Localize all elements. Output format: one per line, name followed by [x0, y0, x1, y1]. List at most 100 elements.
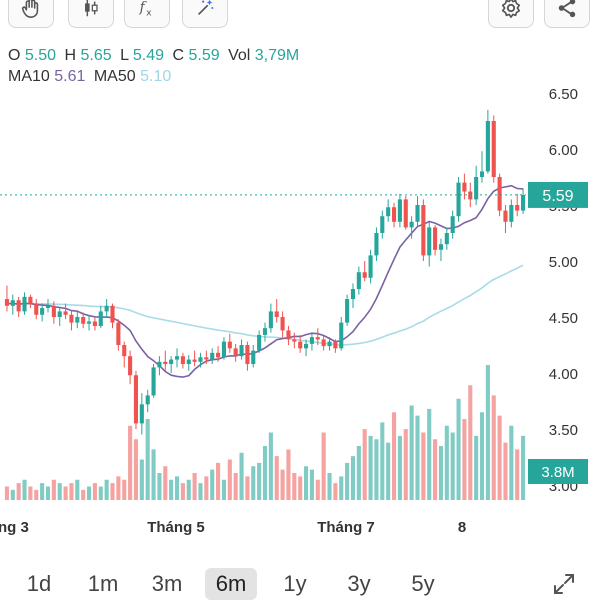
price-tick-label: 6.00	[549, 142, 578, 159]
volume-bar	[262, 446, 268, 500]
drawing-tools-button[interactable]	[182, 0, 228, 28]
volume-bar	[427, 408, 432, 500]
volume-bar	[104, 479, 109, 500]
share-icon	[558, 0, 576, 18]
volume-bar	[128, 425, 133, 500]
volume-bar	[280, 469, 285, 500]
volume-bar	[468, 385, 473, 500]
period-3y[interactable]: 3y	[347, 571, 371, 596]
open-value: 5.50	[24, 47, 57, 64]
volume-bar	[380, 422, 385, 500]
candle-body	[51, 305, 56, 317]
candle-body	[444, 233, 449, 245]
volume-bar	[298, 476, 303, 500]
candle-body	[204, 357, 209, 360]
candle-body	[386, 207, 391, 217]
candle-body	[28, 296, 33, 304]
share-button[interactable]	[544, 0, 590, 28]
low-label: L	[120, 47, 129, 64]
candle-body	[298, 341, 303, 349]
candle-body	[491, 121, 496, 177]
candle-body	[409, 221, 414, 228]
time-axis-label: Tháng 7	[317, 519, 375, 536]
volume-bar	[221, 479, 226, 500]
volume-bar	[409, 405, 414, 500]
volume-bar	[145, 419, 150, 500]
volume-bar	[174, 476, 180, 500]
volume-bar	[28, 486, 33, 500]
candle-body	[362, 272, 367, 278]
volume-bar	[122, 479, 127, 500]
candle-body	[186, 359, 191, 365]
candle-body	[245, 345, 250, 365]
current-volume-box	[528, 459, 588, 484]
candle-body	[321, 339, 326, 347]
volume-bar	[139, 459, 144, 500]
volume-bar	[450, 432, 455, 500]
candle-body	[333, 341, 338, 349]
volume-bar	[34, 489, 39, 500]
candle-body	[57, 311, 62, 317]
candle-body	[438, 244, 444, 250]
volume-bar	[456, 398, 461, 500]
expand-icon[interactable]	[552, 572, 576, 596]
period-1m[interactable]: 1m	[87, 571, 119, 596]
volume-bar	[391, 412, 397, 500]
candle-body	[180, 356, 185, 365]
candle-body	[391, 207, 397, 222]
volume-bar	[257, 462, 262, 500]
volume-bar	[438, 446, 444, 500]
candle-body	[468, 191, 473, 200]
price-chart[interactable]: 6.506.005.505.004.504.003.503.005.593.8M…	[0, 0, 600, 560]
period-5y[interactable]: 5y	[411, 571, 435, 596]
ma50-label: MA50	[93, 68, 136, 85]
candle-body	[221, 341, 226, 358]
volume-bar	[116, 476, 121, 500]
volume-bar	[345, 462, 350, 500]
candle-body	[4, 299, 9, 306]
candle-body	[98, 311, 103, 326]
volume-bar	[192, 473, 197, 500]
candle-body	[309, 337, 314, 344]
period-6m[interactable]: 6m	[205, 568, 257, 600]
hand-icon	[21, 0, 39, 18]
volume-bar	[286, 449, 291, 500]
volume-bar	[327, 473, 332, 500]
candle-body	[110, 305, 115, 323]
volume-bar	[521, 435, 526, 500]
volume-bar	[198, 483, 203, 500]
volume-bar	[397, 435, 402, 500]
candle-body	[339, 322, 344, 349]
volume-bar	[304, 466, 309, 500]
hand-tool-button[interactable]	[8, 0, 54, 28]
volume-bar	[251, 466, 256, 500]
volume-bar	[362, 429, 367, 500]
volume-bar	[216, 462, 221, 500]
ma10-label: MA10	[8, 68, 50, 85]
candle-body	[368, 255, 373, 278]
close-label: C	[172, 47, 185, 64]
volume-bar	[157, 473, 162, 500]
candle-body	[157, 361, 162, 368]
candlestick-icon	[85, 0, 98, 17]
period-3m[interactable]: 3m	[151, 571, 183, 596]
volume-bar	[444, 425, 449, 500]
volume-value: 3,79M	[254, 47, 300, 64]
current-price-label: 5.59	[542, 188, 573, 205]
candle-body	[315, 337, 320, 340]
candle-body	[192, 359, 197, 362]
candle-body	[327, 341, 332, 347]
candle-body	[34, 303, 39, 315]
volume-bar	[92, 483, 97, 500]
chart-type-button[interactable]	[68, 0, 114, 28]
period-1y[interactable]: 1y	[283, 571, 307, 596]
candle-body	[210, 352, 215, 360]
candle-body	[10, 300, 15, 306]
candle-body	[86, 321, 92, 324]
period-1d[interactable]: 1d	[26, 571, 52, 596]
volume-bar	[245, 476, 250, 500]
volume-bar	[180, 483, 185, 500]
settings-button[interactable]	[488, 0, 534, 28]
candle-body	[163, 361, 168, 365]
